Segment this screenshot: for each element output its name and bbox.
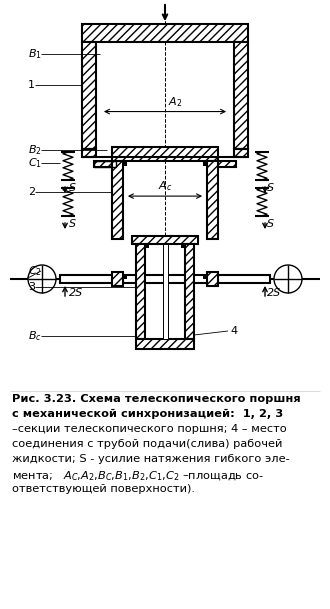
Text: с механической синхронизацией:  1, 2, 3: с механической синхронизацией: 1, 2, 3 — [12, 409, 283, 419]
Text: S: S — [69, 183, 76, 193]
Text: 3: 3 — [28, 282, 35, 292]
Bar — [136, 244, 145, 339]
Bar — [112, 161, 123, 239]
Bar — [123, 161, 207, 239]
Bar — [82, 149, 96, 157]
Text: соединения с трубой подачи(слива) рабочей: соединения с трубой подачи(слива) рабоче… — [12, 439, 282, 449]
Text: Рис. 3.23. Схема телескопического поршня: Рис. 3.23. Схема телескопического поршня — [12, 394, 301, 404]
Text: $C_1$: $C_1$ — [28, 156, 42, 170]
Bar — [96, 42, 234, 149]
Bar — [207, 161, 218, 239]
Text: –секции телескопического поршня; 4 – место: –секции телескопического поршня; 4 – мес… — [12, 424, 287, 434]
Bar — [181, 243, 186, 248]
Text: мента;   $A_C$,$A_2$,$B_C$,$B_1$,$B_2$,$C_1$,$C_2$ –площадь со-: мента; $A_C$,$A_2$,$B_C$,$B_1$,$B_2$,$C_… — [12, 469, 264, 482]
Bar — [207, 272, 218, 286]
Text: $B_2$: $B_2$ — [28, 143, 42, 157]
Text: $A_2$: $A_2$ — [168, 95, 182, 108]
Bar — [94, 161, 116, 167]
Bar — [112, 272, 123, 286]
Bar — [163, 244, 168, 339]
Text: $B_1$: $B_1$ — [28, 47, 42, 61]
Bar — [234, 149, 248, 157]
Text: ответствующей поверхности).: ответствующей поверхности). — [12, 484, 195, 494]
Text: 2S: 2S — [69, 288, 83, 298]
Text: S: S — [267, 183, 274, 193]
Text: S: S — [69, 219, 76, 229]
Text: 1: 1 — [28, 80, 35, 90]
Bar — [112, 147, 218, 161]
Bar — [185, 244, 194, 339]
Text: $A_c$: $A_c$ — [158, 179, 172, 193]
Text: S: S — [267, 219, 274, 229]
Bar — [203, 274, 208, 279]
Bar — [122, 161, 127, 166]
Bar — [145, 244, 185, 339]
Bar — [122, 274, 127, 279]
Text: 2S: 2S — [267, 288, 281, 298]
Bar — [136, 339, 194, 349]
Bar — [144, 243, 149, 248]
Text: $C_2$: $C_2$ — [28, 264, 42, 278]
Text: $B_c$: $B_c$ — [28, 329, 42, 343]
Text: жидкости; S - усилие натяжения гибкого эле-: жидкости; S - усилие натяжения гибкого э… — [12, 454, 290, 464]
Bar — [82, 24, 248, 42]
Text: 2: 2 — [28, 187, 35, 197]
Bar — [60, 275, 270, 283]
Bar — [94, 161, 116, 167]
Bar — [132, 236, 198, 244]
Bar — [203, 161, 208, 166]
Bar — [214, 161, 236, 167]
Bar — [82, 42, 96, 149]
Text: 4: 4 — [230, 326, 237, 336]
Bar — [234, 42, 248, 149]
